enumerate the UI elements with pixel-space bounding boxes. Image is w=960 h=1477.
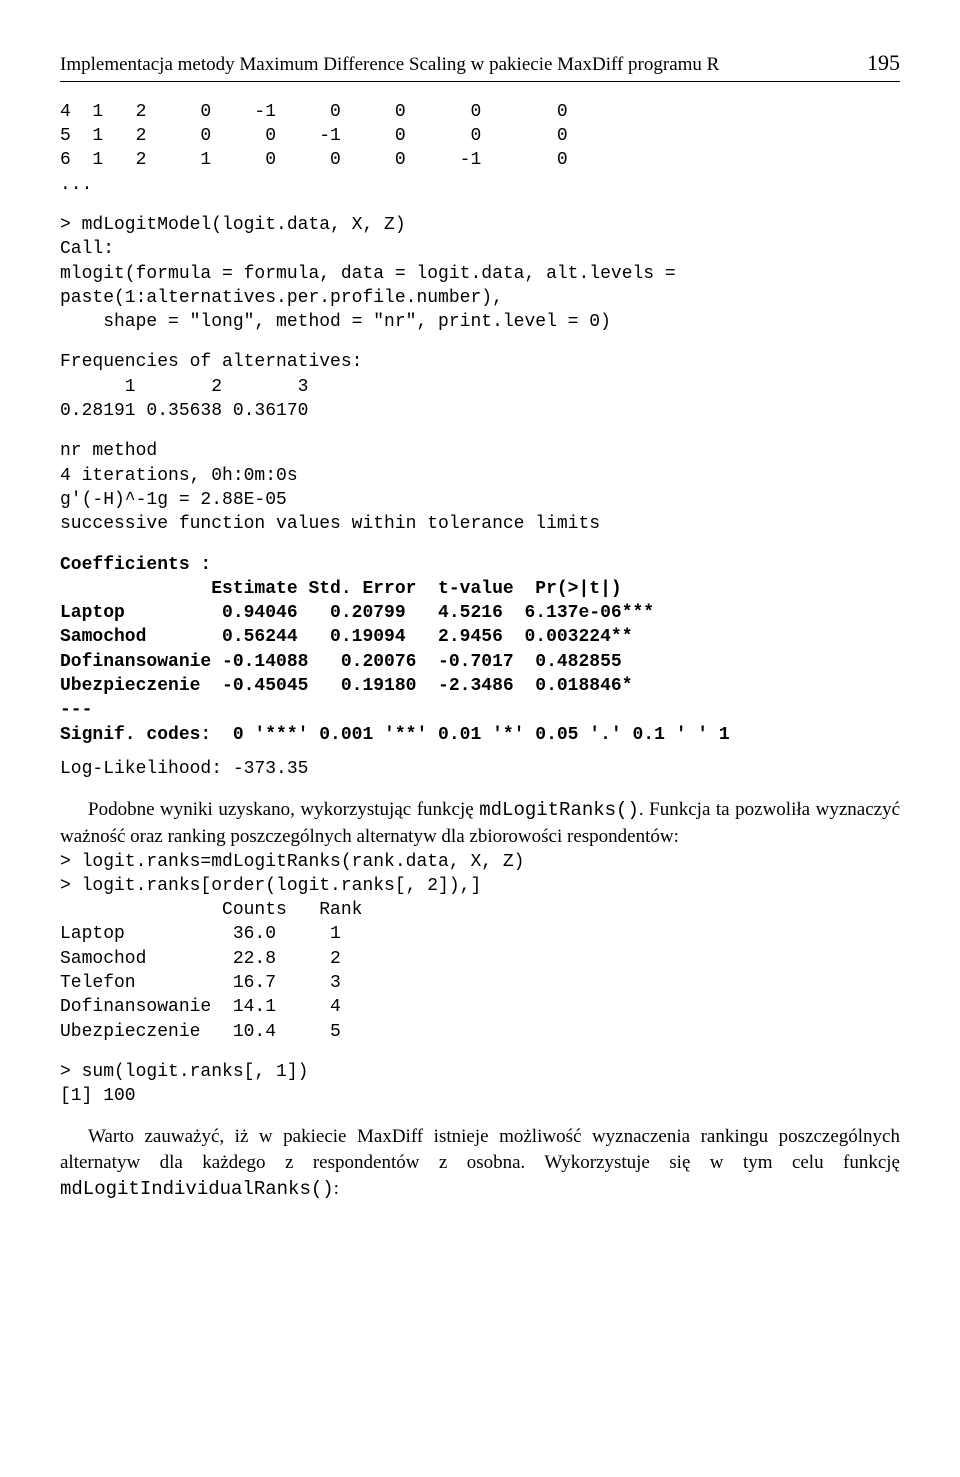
nr-method-output: nr method 4 iterations, 0h:0m:0s g'(-H)^… [60,439,900,536]
sum-output: > sum(logit.ranks[, 1]) [1] 100 [60,1060,900,1109]
model-call-output: > mdLogitModel(logit.data, X, Z) Call: m… [60,213,900,334]
running-title: Implementacja metody Maximum Difference … [60,52,719,79]
frequencies-output: Frequencies of alternatives: 1 2 3 0.281… [60,350,900,423]
coefficients-body: Laptop 0.94046 0.20799 4.5216 6.137e-06*… [60,601,900,747]
para1-text-a: Podobne wyniki uzyskano, wykorzystując f… [88,799,479,820]
page-header: Implementacja metody Maximum Difference … [60,48,900,82]
para2-text-a: Warto zauważyć, iż w pakiecie MaxDiff is… [60,1126,900,1173]
code-mdLogitRanks: mdLogitRanks() [479,799,639,821]
paragraph-individual-ranks: Warto zauważyć, iż w pakiecie MaxDiff is… [60,1124,900,1202]
coefficients-header: Coefficients : Estimate Std. Error t-val… [60,553,900,602]
logit-ranks-output: > logit.ranks=mdLogitRanks(rank.data, X,… [60,850,900,1044]
paragraph-logit-ranks: Podobne wyniki uzyskano, wykorzystując f… [60,797,900,849]
code-mdLogitIndividualRanks: mdLogitIndividualRanks() [60,1178,334,1200]
page-number: 195 [867,48,900,79]
design-matrix-output: 4 1 2 0 -1 0 0 0 0 5 1 2 0 0 -1 0 0 0 6 … [60,100,900,197]
para2-text-b: : [334,1178,339,1199]
log-likelihood: Log-Likelihood: -373.35 [60,757,900,781]
